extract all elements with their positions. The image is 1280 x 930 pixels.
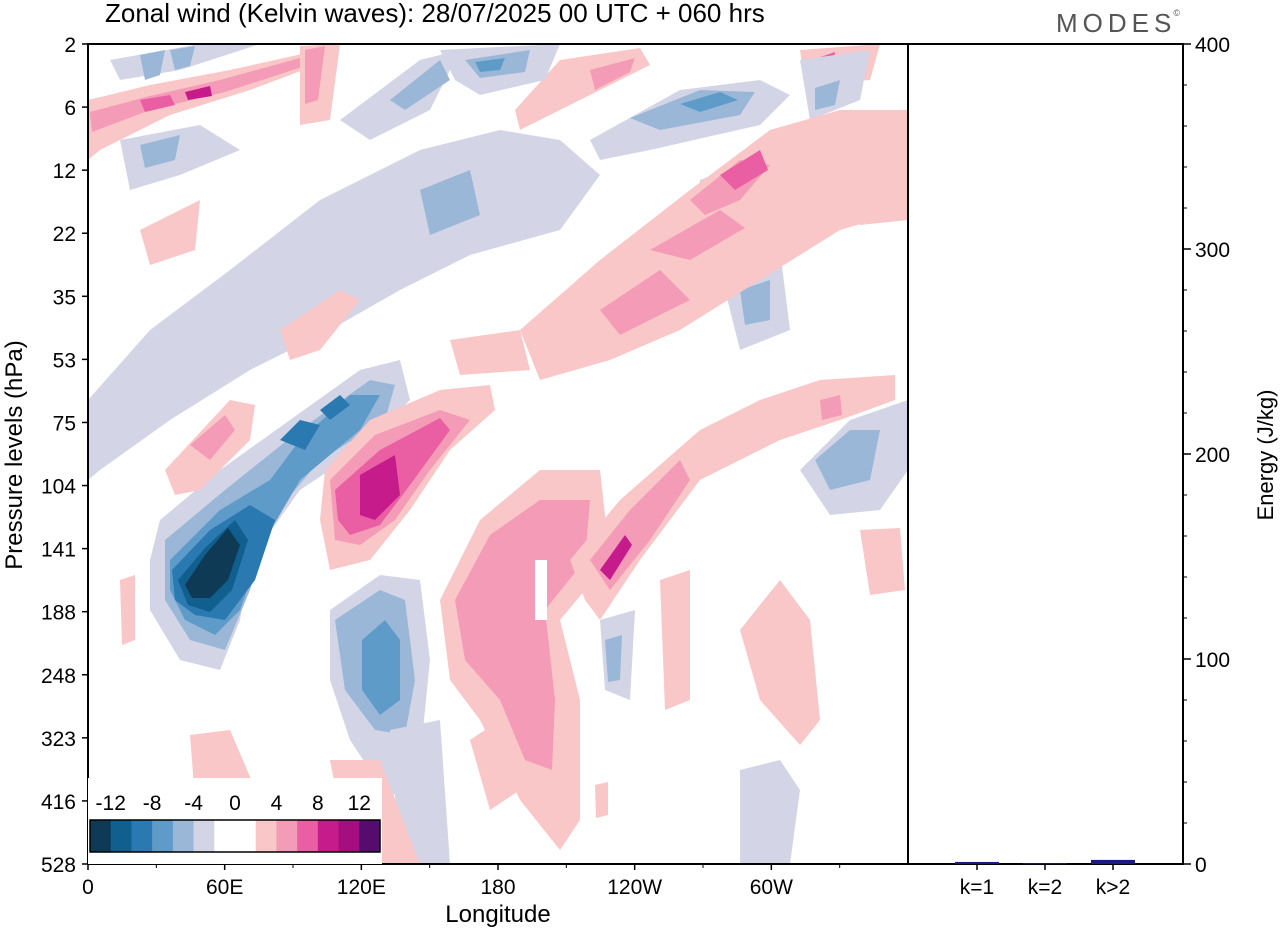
longitude-tick-label: 180	[480, 876, 515, 899]
colorbar-labels: -12 -8 -4 0 4 8 12	[96, 792, 371, 815]
longitude-tick-label: 120W	[607, 876, 662, 899]
energy-bar	[1091, 859, 1135, 864]
pressure-tick-label: 416	[41, 791, 76, 814]
colorbar-swatch	[193, 820, 215, 852]
pressure-tick-label: 22	[53, 223, 76, 246]
longitude-tick-label: 120E	[337, 876, 386, 899]
colorbar-swatch	[338, 820, 360, 852]
pressure-tick-label: 104	[41, 476, 76, 499]
colorbar-swatch	[235, 820, 257, 852]
colorbar-label: -8	[143, 792, 162, 815]
energy-tick-label: 0	[1195, 854, 1207, 877]
tilted-negative-core	[150, 360, 410, 670]
colorbar-swatch	[359, 820, 381, 852]
stratospheric-positive-band	[88, 44, 880, 160]
colorbar-swatch	[255, 820, 277, 852]
chart-title: Zonal wind (Kelvin waves): 28/07/2025 00…	[105, 0, 765, 28]
pressure-tick-label: 12	[53, 160, 76, 183]
energy-axis-label: Energy (J/kg)	[1253, 390, 1278, 521]
longitude-tick-label: 0	[82, 876, 94, 899]
colorbar	[88, 778, 382, 864]
longitude-tick-label: 60E	[206, 876, 243, 899]
wavenumber-label: k=1	[960, 876, 994, 899]
pressure-tick-label: 188	[41, 602, 76, 625]
colorbar-label: -12	[96, 792, 126, 815]
brand-trademark: ©	[1173, 8, 1180, 18]
longitude-tick-label: 60W	[750, 876, 793, 899]
brand-logo: MODES©	[1056, 8, 1180, 39]
pressure-tick-label: 2	[64, 34, 76, 57]
right-negative-patch	[800, 400, 908, 515]
colorbar-swatch	[276, 820, 298, 852]
positive-plume	[440, 470, 610, 850]
colorbar-label: 0	[229, 792, 241, 815]
colorbar-label: 4	[271, 792, 283, 815]
pressure-tick-label: 248	[41, 665, 76, 688]
colorbar-swatch	[90, 820, 112, 852]
colorbar-swatch	[297, 820, 319, 852]
stratospheric-negative-streaks	[110, 44, 870, 190]
y-axis-label: Pressure levels (hPa)	[1, 340, 28, 569]
energy-tick-label: 200	[1195, 444, 1230, 467]
energy-tick-label: 100	[1195, 649, 1230, 672]
colorbar-label: -4	[184, 792, 203, 815]
colorbar-swatch	[152, 820, 174, 852]
longitude-axis: 0 60E 120E 180 120W 60W	[82, 864, 841, 899]
positive-streak	[570, 375, 895, 620]
colorbar-swatch	[317, 820, 340, 852]
x-axis-label: Longitude	[445, 901, 550, 928]
energy-tick-label: 300	[1195, 239, 1230, 262]
wavenumber-label: k>2	[1096, 876, 1130, 899]
wavenumber-labels: k=1 k=2 k>2	[960, 864, 1130, 899]
colorbar-swatch	[110, 820, 132, 852]
energy-axis: 0 100 200 300 400	[1183, 34, 1230, 877]
mid-positive-band	[140, 110, 908, 380]
colorbar-frame	[89, 819, 381, 853]
colorbar-label: 12	[348, 792, 371, 815]
colorbar-swatch	[214, 820, 236, 852]
energy-bar	[955, 861, 999, 864]
energy-bars	[955, 859, 1135, 865]
energy-tick-label: 400	[1195, 34, 1230, 57]
pressure-axis: 2 6 12 22 35 53 75 104 141 188 248 323 416 528	[41, 34, 88, 877]
pressure-tick-label: 35	[53, 286, 76, 309]
pressure-tick-label: 323	[41, 728, 76, 751]
colorbar-swatch	[172, 820, 195, 852]
colorbar-swatch	[131, 820, 153, 852]
wind-field	[88, 44, 908, 864]
pressure-tick-label: 6	[64, 97, 76, 120]
colorbar-label: 8	[312, 792, 324, 815]
wavenumber-label: k=2	[1028, 876, 1062, 899]
pressure-tick-label: 528	[41, 854, 76, 877]
tilted-positive-core	[165, 385, 495, 570]
brand-name: MODES	[1056, 8, 1177, 38]
energy-bar	[1023, 863, 1067, 865]
pressure-tick-label: 53	[53, 349, 76, 372]
pressure-tick-label: 141	[41, 539, 76, 562]
energy-panel-frame	[907, 43, 1184, 865]
pressure-tick-label: 75	[53, 412, 76, 435]
